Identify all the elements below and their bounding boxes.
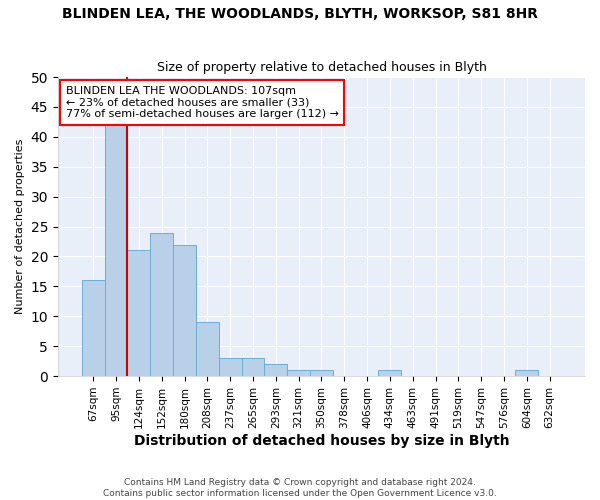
- Bar: [379, 370, 401, 376]
- Bar: [287, 370, 310, 376]
- Bar: [219, 358, 242, 376]
- Bar: [151, 232, 173, 376]
- Bar: [196, 322, 219, 376]
- Bar: [173, 244, 196, 376]
- Y-axis label: Number of detached properties: Number of detached properties: [15, 139, 25, 314]
- Text: BLINDEN LEA THE WOODLANDS: 107sqm
← 23% of detached houses are smaller (33)
77% : BLINDEN LEA THE WOODLANDS: 107sqm ← 23% …: [66, 86, 339, 119]
- Bar: [127, 250, 151, 376]
- Bar: [104, 125, 127, 376]
- Bar: [515, 370, 538, 376]
- Bar: [82, 280, 104, 376]
- Title: Size of property relative to detached houses in Blyth: Size of property relative to detached ho…: [157, 62, 487, 74]
- X-axis label: Distribution of detached houses by size in Blyth: Distribution of detached houses by size …: [134, 434, 509, 448]
- Bar: [310, 370, 333, 376]
- Text: BLINDEN LEA, THE WOODLANDS, BLYTH, WORKSOP, S81 8HR: BLINDEN LEA, THE WOODLANDS, BLYTH, WORKS…: [62, 8, 538, 22]
- Bar: [265, 364, 287, 376]
- Text: Contains HM Land Registry data © Crown copyright and database right 2024.
Contai: Contains HM Land Registry data © Crown c…: [103, 478, 497, 498]
- Bar: [242, 358, 265, 376]
